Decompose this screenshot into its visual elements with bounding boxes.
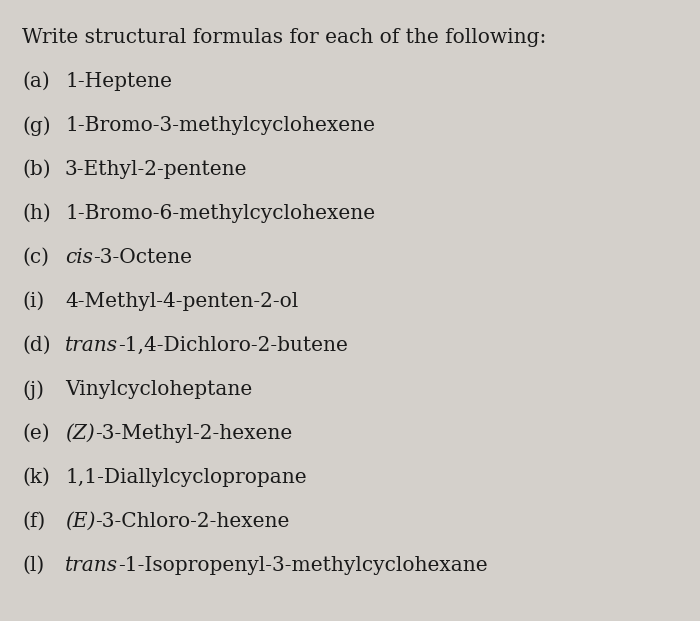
Text: 4-Methyl-4-penten-2-ol: 4-Methyl-4-penten-2-ol: [65, 292, 298, 311]
Text: 1,1-Diallylcyclopropane: 1,1-Diallylcyclopropane: [65, 468, 307, 487]
Text: (b): (b): [22, 160, 50, 179]
Text: 1-Bromo-6-methylcyclohexene: 1-Bromo-6-methylcyclohexene: [65, 204, 375, 223]
Text: (a): (a): [22, 72, 50, 91]
Text: (l): (l): [22, 556, 44, 575]
Text: (f): (f): [22, 512, 46, 531]
Text: (h): (h): [22, 204, 50, 223]
Text: -1,4-Dichloro-2-butene: -1,4-Dichloro-2-butene: [118, 336, 348, 355]
Text: (d): (d): [22, 336, 50, 355]
Text: -3-Methyl-2-hexene: -3-Methyl-2-hexene: [94, 424, 292, 443]
Text: -3-Chloro-2-hexene: -3-Chloro-2-hexene: [95, 512, 290, 531]
Text: 1-Heptene: 1-Heptene: [65, 72, 172, 91]
Text: (c): (c): [22, 248, 49, 267]
Text: (k): (k): [22, 468, 50, 487]
Text: (Z): (Z): [65, 424, 94, 443]
Text: (i): (i): [22, 292, 44, 311]
Text: cis: cis: [65, 248, 93, 267]
Text: (g): (g): [22, 116, 50, 135]
Text: (j): (j): [22, 380, 44, 400]
Text: 1-Bromo-3-methylcyclohexene: 1-Bromo-3-methylcyclohexene: [65, 116, 375, 135]
Text: (E): (E): [65, 512, 95, 531]
Text: trans: trans: [65, 336, 118, 355]
Text: (e): (e): [22, 424, 50, 443]
Text: Vinylcycloheptane: Vinylcycloheptane: [65, 380, 252, 399]
Text: trans: trans: [65, 556, 118, 575]
Text: 3-Ethyl-2-pentene: 3-Ethyl-2-pentene: [65, 160, 248, 179]
Text: -3-Octene: -3-Octene: [93, 248, 192, 267]
Text: Write structural formulas for each of the following:: Write structural formulas for each of th…: [22, 28, 547, 47]
Text: -1-Isopropenyl-3-methylcyclohexane: -1-Isopropenyl-3-methylcyclohexane: [118, 556, 488, 575]
